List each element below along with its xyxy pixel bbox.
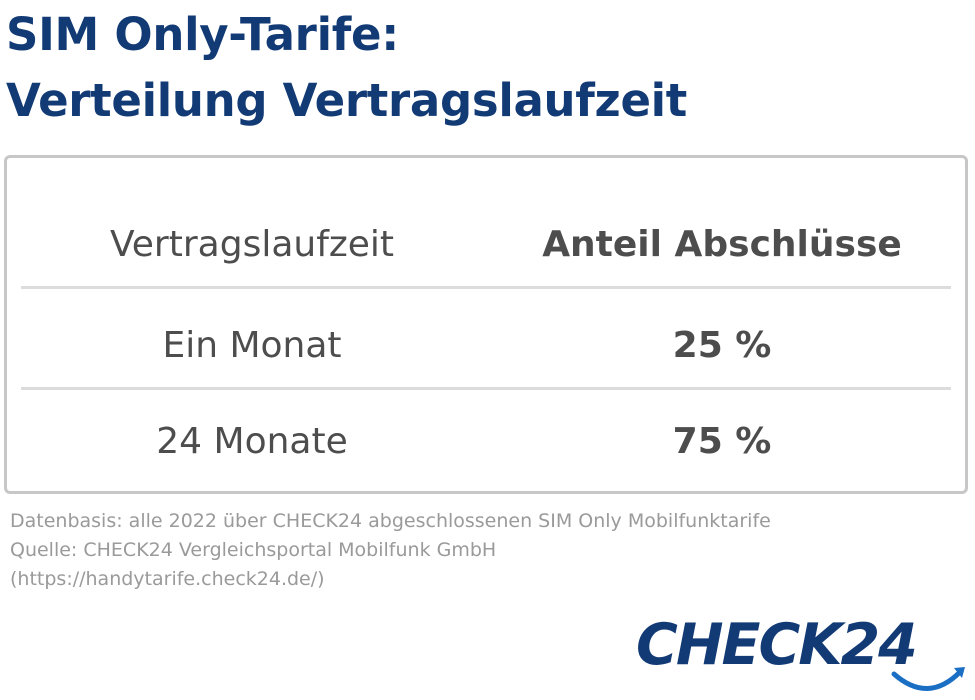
column-header-vertragslaufzeit: Vertragslaufzeit <box>109 223 395 265</box>
table-header-row: Vertragslaufzeit Anteil Abschlüsse <box>7 194 965 294</box>
row-label-ein-monat: Ein Monat <box>162 324 342 366</box>
table-row: 24 Monate 75 % <box>7 391 965 491</box>
title-line-1: SIM Only-Tarife: <box>6 8 399 61</box>
title-line-2: Verteilung Vertragslaufzeit <box>6 74 688 127</box>
row-value-ein-monat: 25 % <box>672 324 772 366</box>
source-footnote: Datenbasis: alle 2022 über CHECK24 abges… <box>10 507 970 594</box>
check24-logo: CHECK24 <box>636 612 972 698</box>
row-label-24-monate: 24 Monate <box>156 420 348 462</box>
table-divider <box>21 387 951 390</box>
footnote-data-basis: Datenbasis: alle 2022 über CHECK24 abges… <box>10 510 771 532</box>
page-title: SIM Only-Tarife: Verteilung Vertragslauf… <box>6 2 966 134</box>
table-row: Ein Monat 25 % <box>7 295 965 395</box>
row-value-24-monate: 75 % <box>672 420 772 462</box>
logo-swoosh-icon <box>891 667 965 691</box>
table-divider <box>21 286 951 289</box>
footnote-url: (https://handytarife.check24.de/) <box>10 568 325 590</box>
logo-wordmark: CHECK24 <box>636 612 918 678</box>
column-header-anteil: Anteil Abschlüsse <box>542 223 902 265</box>
data-table: Vertragslaufzeit Anteil Abschlüsse Ein M… <box>4 155 968 494</box>
footnote-source: Quelle: CHECK24 Vergleichsportal Mobilfu… <box>10 539 497 561</box>
